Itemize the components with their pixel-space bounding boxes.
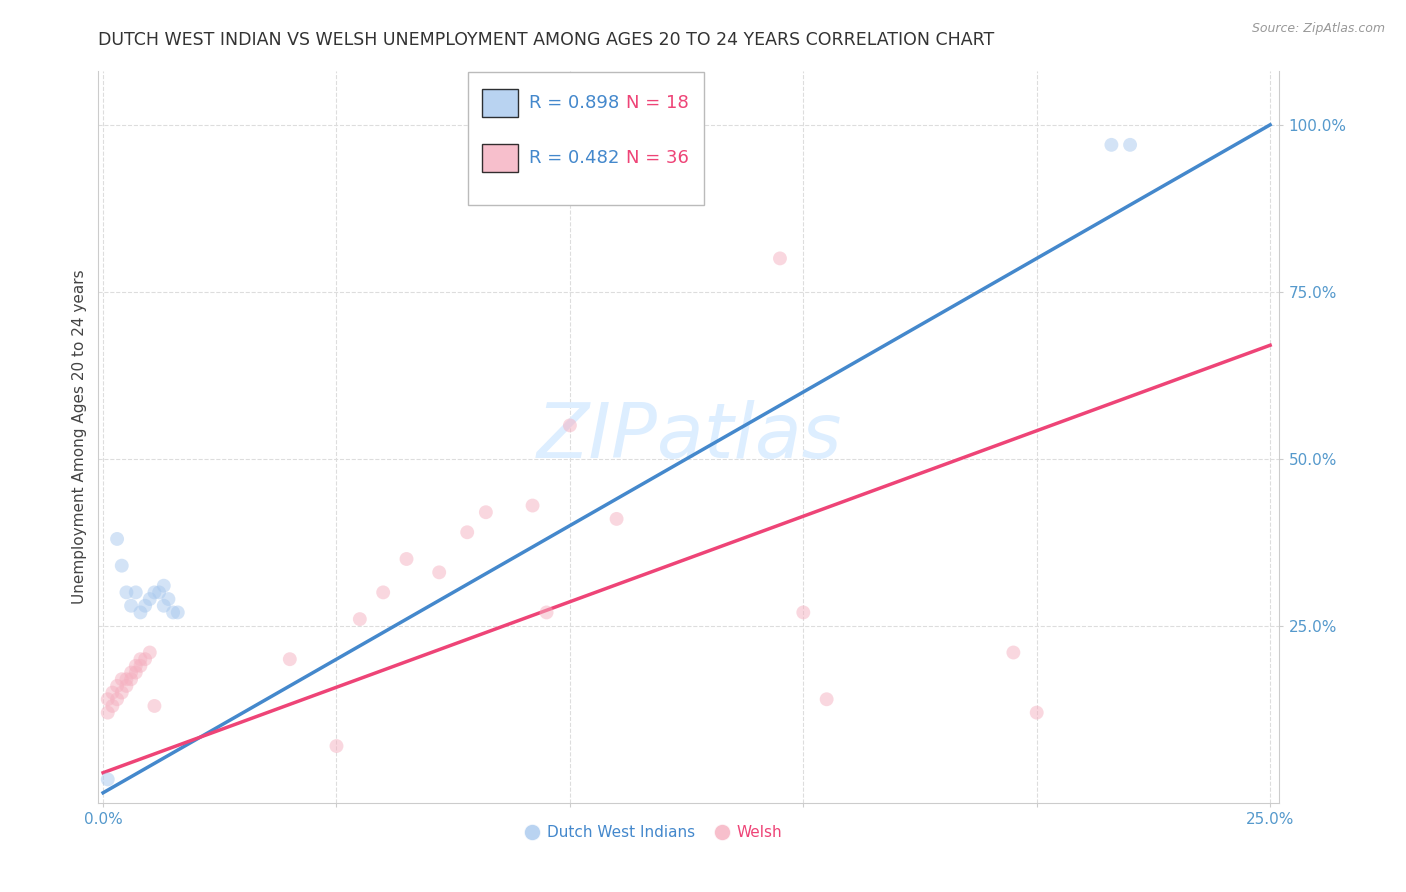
Point [129, 652, 152, 666]
Point [815, 692, 838, 706]
Point [157, 592, 180, 607]
Text: N = 36: N = 36 [626, 149, 689, 167]
Point [139, 646, 162, 660]
Point [101, 698, 124, 713]
Point [522, 499, 544, 513]
Point [129, 606, 152, 620]
Point [105, 679, 128, 693]
Point [278, 652, 301, 666]
FancyBboxPatch shape [482, 144, 517, 171]
Point [325, 739, 347, 753]
Legend: Dutch West Indians, Welsh: Dutch West Indians, Welsh [519, 819, 789, 847]
Point [115, 585, 138, 599]
Point [1025, 706, 1047, 720]
Point [536, 606, 558, 620]
Point [769, 252, 792, 266]
Point [373, 585, 395, 599]
FancyBboxPatch shape [468, 72, 704, 205]
Point [1099, 137, 1122, 152]
Point [162, 606, 184, 620]
Text: R = 0.482: R = 0.482 [530, 149, 620, 167]
Point [111, 558, 134, 573]
Point [125, 665, 148, 680]
Point [129, 658, 152, 673]
Point [152, 579, 174, 593]
Point [125, 585, 148, 599]
Point [120, 665, 142, 680]
Text: DUTCH WEST INDIAN VS WELSH UNEMPLOYMENT AMONG AGES 20 TO 24 YEARS CORRELATION CH: DUTCH WEST INDIAN VS WELSH UNEMPLOYMENT … [98, 31, 994, 49]
Text: ZIPatlas: ZIPatlas [536, 401, 842, 474]
Point [792, 606, 814, 620]
Point [475, 505, 498, 519]
Text: R = 0.898: R = 0.898 [530, 94, 620, 112]
Point [1119, 137, 1142, 152]
Point [105, 532, 128, 546]
Point [152, 599, 174, 613]
FancyBboxPatch shape [482, 89, 517, 117]
Point [105, 692, 128, 706]
Text: Source: ZipAtlas.com: Source: ZipAtlas.com [1251, 22, 1385, 36]
Point [101, 685, 124, 699]
Point [97, 772, 120, 787]
Point [166, 606, 188, 620]
Point [143, 585, 166, 599]
Point [97, 692, 120, 706]
Point [134, 652, 156, 666]
Text: N = 18: N = 18 [626, 94, 689, 112]
Point [125, 658, 148, 673]
Point [148, 585, 170, 599]
Point [349, 612, 371, 626]
Point [427, 566, 450, 580]
Point [395, 552, 418, 566]
Point [143, 698, 166, 713]
Point [558, 418, 581, 433]
Point [456, 525, 478, 540]
Point [1002, 646, 1025, 660]
Point [120, 672, 142, 686]
Point [111, 672, 134, 686]
Point [115, 672, 138, 686]
Point [111, 685, 134, 699]
Y-axis label: Unemployment Among Ages 20 to 24 years: Unemployment Among Ages 20 to 24 years [72, 269, 87, 605]
Point [139, 592, 162, 607]
Point [120, 599, 142, 613]
Point [115, 679, 138, 693]
Point [606, 512, 628, 526]
Point [134, 599, 156, 613]
Point [97, 706, 120, 720]
